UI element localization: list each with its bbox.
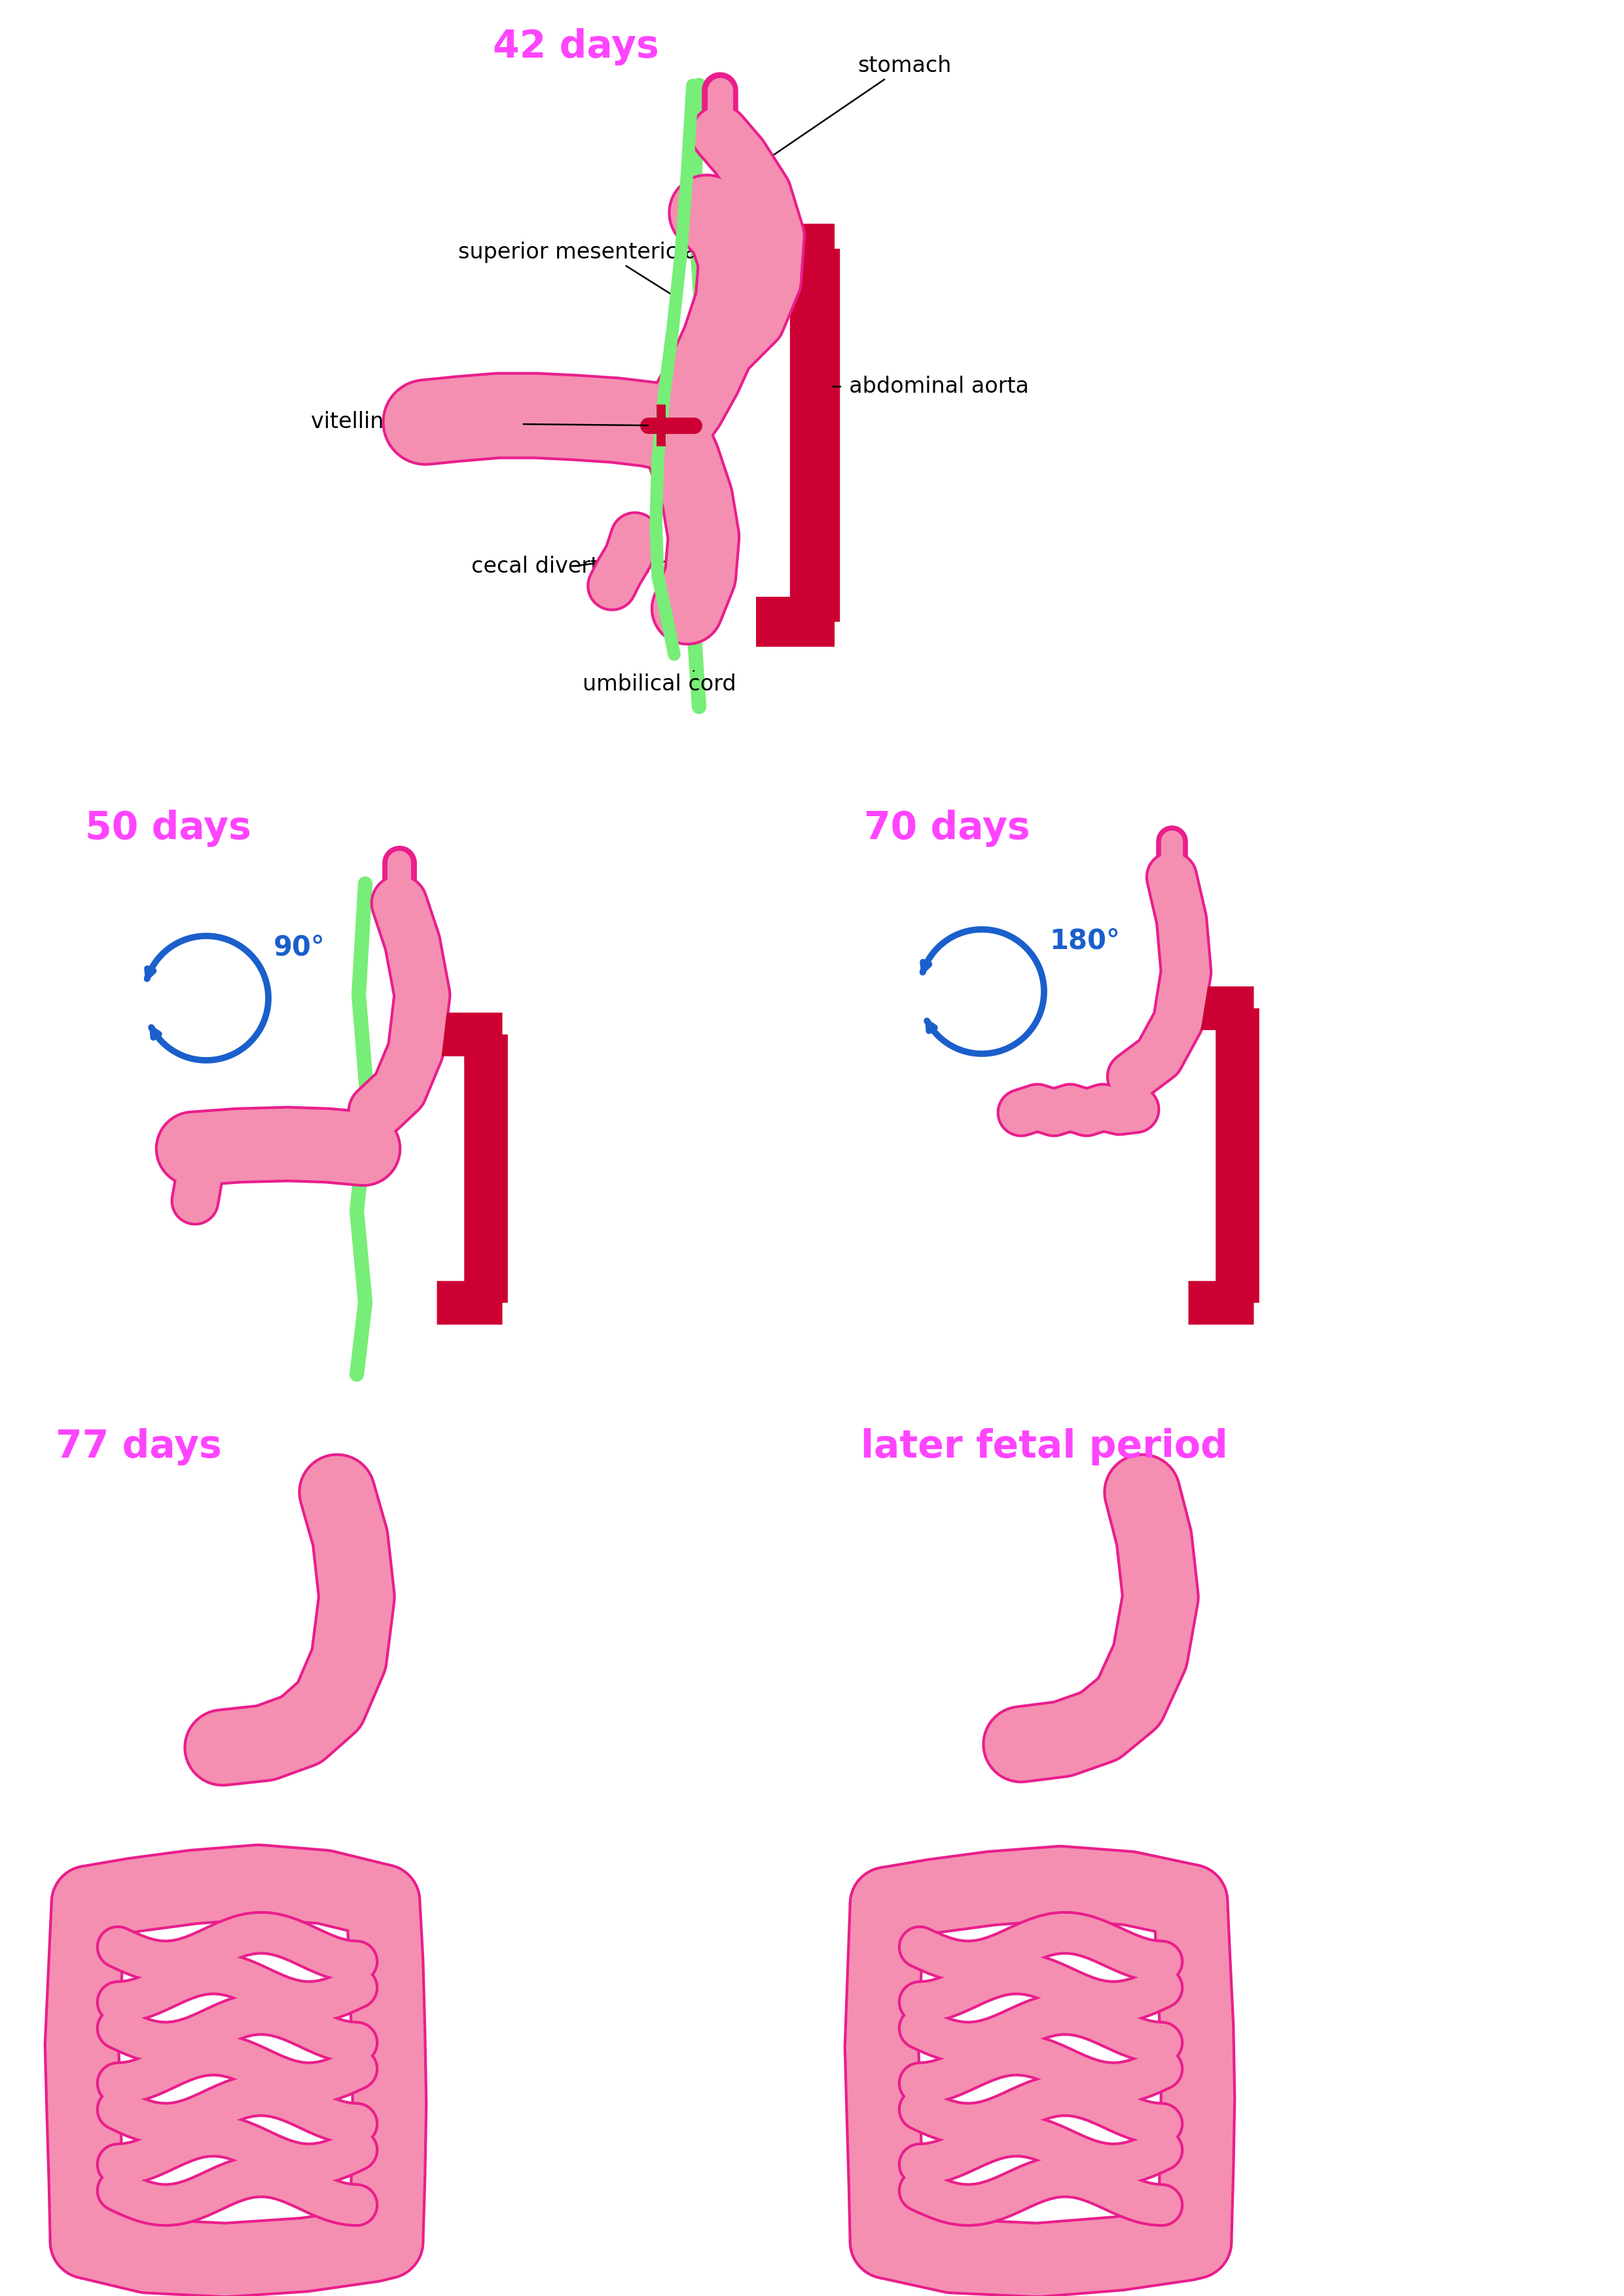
Text: vitelline duct –: vitelline duct – — [310, 411, 471, 434]
Text: 77 days: 77 days — [55, 1428, 222, 1465]
Text: 90°: 90° — [273, 934, 325, 962]
Text: 42 days: 42 days — [494, 28, 659, 67]
Text: 70 days: 70 days — [864, 810, 1030, 847]
Text: superior mesenteric artery: superior mesenteric artery — [458, 241, 750, 301]
Text: – abdominal aorta: – abdominal aorta — [831, 374, 1030, 397]
Text: later fetal period: later fetal period — [861, 1428, 1228, 1465]
Text: 180°: 180° — [1049, 928, 1121, 955]
Text: umbilical cord: umbilical cord — [583, 670, 736, 696]
Text: 50 days: 50 days — [84, 810, 252, 847]
Text: stomach: stomach — [757, 55, 952, 165]
Text: cecal diverticulum: cecal diverticulum — [471, 556, 672, 576]
